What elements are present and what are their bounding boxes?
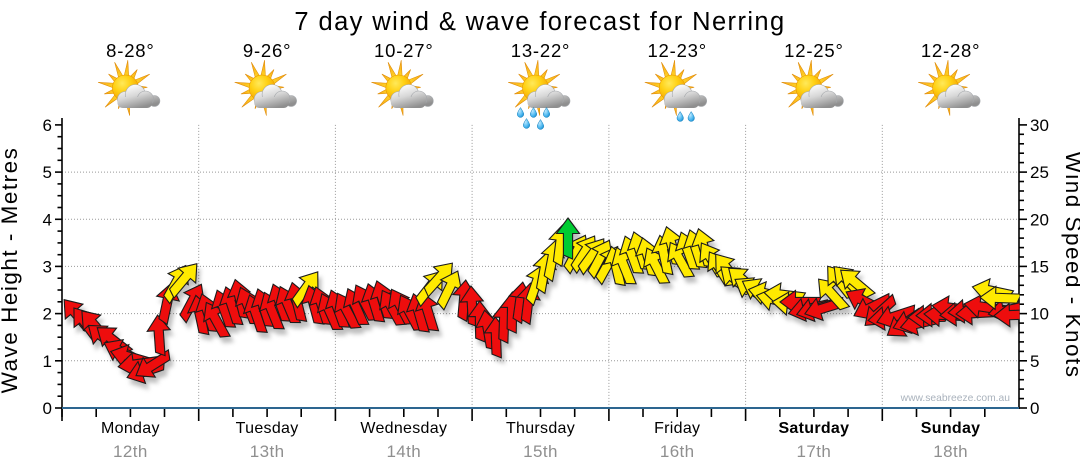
svg-text:15: 15 <box>1030 257 1049 276</box>
svg-text:20: 20 <box>1030 210 1049 229</box>
svg-text:0: 0 <box>43 399 52 418</box>
svg-text:Saturday: Saturday <box>778 420 849 437</box>
svg-text:Wind Speed - Knots: Wind Speed - Knots <box>1061 151 1080 378</box>
svg-text:1: 1 <box>43 352 52 371</box>
svg-text:6: 6 <box>43 116 52 135</box>
svg-text:13th: 13th <box>250 442 285 461</box>
svg-text:30: 30 <box>1030 116 1049 135</box>
svg-text:14th: 14th <box>386 442 421 461</box>
svg-text:10-27°: 10-27° <box>374 40 434 61</box>
svg-text:10: 10 <box>1030 305 1049 324</box>
svg-text:8-28°: 8-28° <box>106 40 154 61</box>
svg-text:16th: 16th <box>660 442 695 461</box>
svg-text:12-28°: 12-28° <box>921 40 981 61</box>
svg-text:25: 25 <box>1030 163 1049 182</box>
svg-text:Monday: Monday <box>101 420 160 437</box>
svg-text:Thursday: Thursday <box>506 420 575 437</box>
svg-text:5: 5 <box>1030 352 1039 371</box>
svg-text:3: 3 <box>43 257 52 276</box>
svg-text:12-25°: 12-25° <box>784 40 844 61</box>
svg-text:2: 2 <box>43 305 52 324</box>
svg-text:Wednesday: Wednesday <box>360 420 447 437</box>
svg-text:Friday: Friday <box>654 420 700 437</box>
svg-text:5: 5 <box>43 163 52 182</box>
svg-text:15th: 15th <box>523 442 558 461</box>
svg-text:Wave Height - Metres: Wave Height - Metres <box>0 147 22 394</box>
svg-text:12th: 12th <box>113 442 148 461</box>
svg-text:Sunday: Sunday <box>921 420 981 437</box>
svg-text:13-22°: 13-22° <box>511 40 571 61</box>
svg-text:7 day wind & wave forecast for: 7 day wind & wave forecast for Nerring <box>294 8 785 36</box>
svg-text:0: 0 <box>1030 399 1039 418</box>
svg-text:www.seabreeze.com.au: www.seabreeze.com.au <box>900 393 1011 404</box>
svg-text:9-26°: 9-26° <box>243 40 291 61</box>
svg-text:17th: 17th <box>797 442 832 461</box>
svg-text:18th: 18th <box>933 442 968 461</box>
svg-text:4: 4 <box>43 210 52 229</box>
svg-text:Tuesday: Tuesday <box>236 420 299 437</box>
svg-text:12-23°: 12-23° <box>647 40 707 61</box>
